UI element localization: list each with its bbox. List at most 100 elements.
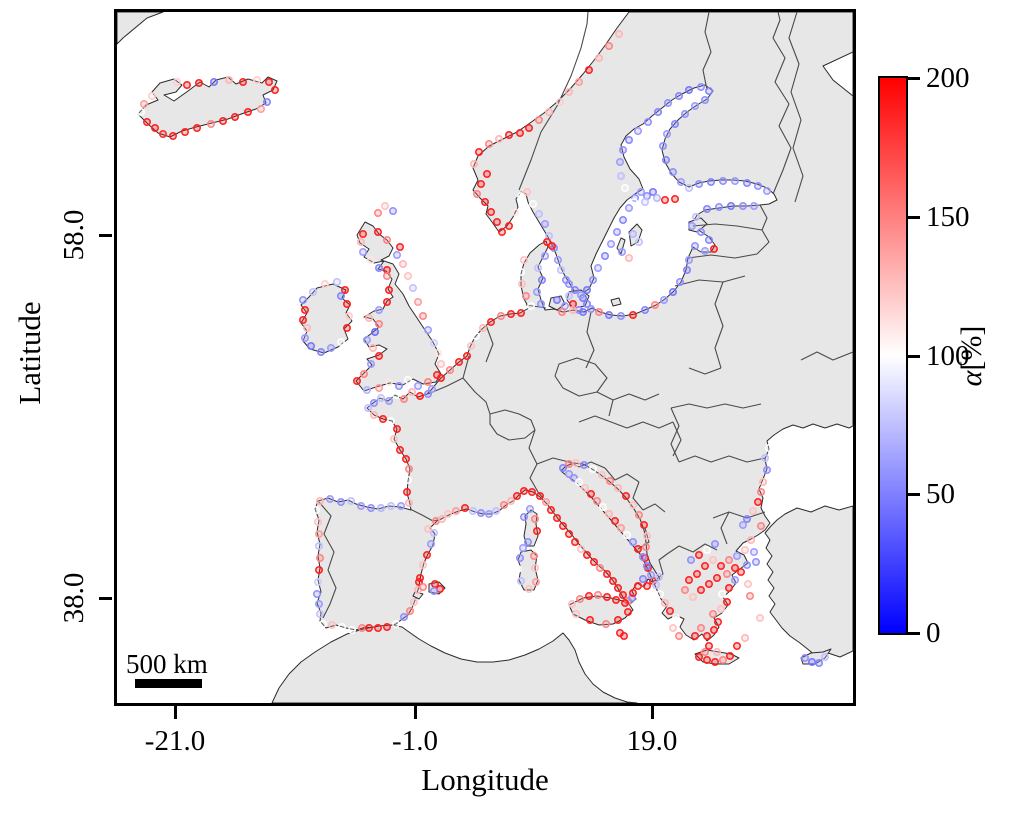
station-point	[661, 156, 670, 165]
colorbar-label: α [%]	[954, 266, 990, 446]
station-point	[639, 520, 648, 529]
station-point	[395, 445, 404, 454]
station-point	[373, 228, 382, 237]
station-point	[618, 216, 627, 225]
station-point	[606, 240, 615, 249]
station-point	[225, 76, 234, 85]
station-point	[688, 592, 697, 601]
station-point	[575, 594, 584, 603]
x-tick-mark	[650, 706, 654, 719]
station-point	[492, 218, 501, 227]
station-point	[404, 464, 413, 473]
station-point	[690, 102, 699, 111]
station-point	[553, 256, 562, 265]
station-point	[594, 53, 603, 62]
scalebar-label: 500 km	[126, 649, 208, 679]
station-point	[516, 576, 525, 585]
station-point	[436, 373, 445, 382]
station-point	[556, 266, 565, 275]
station-point	[749, 202, 758, 211]
colorbar-label-units: [%]	[955, 325, 988, 371]
station-point	[367, 359, 376, 368]
station-point	[742, 514, 751, 523]
station-point	[616, 172, 625, 181]
station-point	[713, 617, 722, 626]
station-point	[571, 609, 580, 618]
station-point	[753, 182, 762, 191]
station-point	[219, 117, 228, 126]
station-point	[760, 453, 769, 462]
station-point	[676, 178, 685, 187]
station-point	[522, 188, 531, 197]
station-point	[183, 81, 192, 90]
station-point	[616, 311, 625, 320]
station-point	[484, 509, 493, 518]
station-point	[415, 391, 424, 400]
station-point	[476, 508, 485, 517]
station-point	[386, 416, 395, 425]
station-point	[807, 657, 816, 666]
station-point	[392, 251, 401, 260]
station-point	[314, 577, 323, 586]
station-point	[568, 305, 577, 314]
station-point	[682, 266, 691, 275]
station-point	[386, 501, 395, 510]
station-point	[628, 310, 637, 319]
station-point	[527, 487, 536, 496]
y-axis-label: Latitude	[12, 301, 47, 405]
station-point	[499, 500, 508, 509]
plot-area: 500 km	[114, 9, 856, 706]
station-point	[564, 88, 573, 97]
station-point	[628, 230, 637, 239]
station-point	[299, 315, 308, 324]
station-point	[326, 494, 335, 503]
colorbar-gradient	[880, 78, 906, 633]
station-point	[374, 351, 383, 360]
station-point	[680, 110, 689, 119]
station-point	[396, 501, 405, 510]
station-point	[696, 585, 705, 594]
station-point	[401, 454, 410, 463]
station-point	[496, 311, 505, 320]
station-point	[576, 544, 585, 553]
station-point	[628, 500, 637, 509]
station-point	[593, 590, 602, 599]
station-point	[704, 87, 713, 96]
station-point	[404, 498, 413, 507]
station-point	[394, 381, 403, 390]
station-point	[558, 463, 567, 472]
station-point	[643, 118, 652, 127]
station-point	[619, 631, 628, 640]
station-point	[700, 647, 709, 656]
station-point	[700, 247, 709, 256]
station-point	[547, 242, 556, 251]
station-point	[150, 124, 159, 133]
station-point	[546, 505, 555, 514]
station-point	[301, 305, 310, 314]
station-point	[740, 633, 749, 642]
station-point	[580, 483, 589, 492]
europe-map	[117, 12, 853, 703]
station-point	[504, 131, 513, 140]
station-point	[555, 98, 564, 107]
station-point	[682, 636, 691, 645]
station-point	[316, 609, 325, 618]
station-point	[660, 196, 669, 205]
station-point	[636, 188, 645, 197]
station-point	[743, 579, 752, 588]
station-point	[301, 333, 310, 342]
landmasses	[117, 12, 853, 703]
station-point	[271, 86, 280, 95]
station-point	[530, 563, 539, 572]
station-point	[451, 506, 460, 515]
station-point	[732, 551, 741, 560]
landmass-north-africa	[271, 624, 638, 703]
station-point	[469, 160, 478, 169]
station-point	[748, 506, 757, 515]
station-point	[582, 299, 591, 308]
station-point	[738, 520, 747, 529]
landmass-mainland-europe	[314, 12, 853, 642]
station-point	[716, 561, 725, 570]
station-point	[413, 297, 422, 306]
